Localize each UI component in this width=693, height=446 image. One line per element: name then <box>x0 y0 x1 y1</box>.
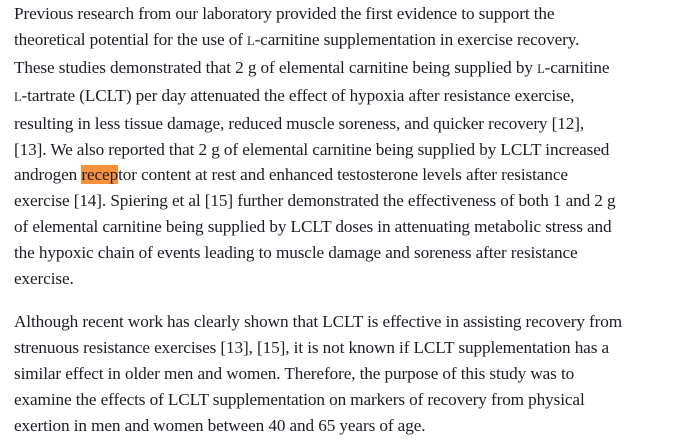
text-line: androgen receptor content at rest and en… <box>14 162 684 188</box>
small-caps-prefix: l <box>14 89 22 104</box>
text-line: examine the effects of LCLT supplementat… <box>14 389 585 409</box>
text-line: strenuous resistance exercises [13], [15… <box>14 337 610 357</box>
text-line: similar effect in older men and women. T… <box>14 363 575 383</box>
text-line: exercise. <box>14 269 74 289</box>
text-line: theoretical potential for the use of l-c… <box>14 27 684 55</box>
text-segment: These studies demonstrated that 2 g of e… <box>14 57 538 77</box>
text-line: resulting in less tissue damage, reduced… <box>14 113 585 133</box>
text-line: of elemental carnitine being supplied by… <box>14 217 612 237</box>
document-body: Previous research from our laboratory pr… <box>14 1 684 439</box>
text-segment: -carnitine supplementation in exercise r… <box>254 29 580 49</box>
text-segment: theoretical potential for the use of <box>14 29 248 49</box>
text-segment: -tartrate (LCLT) per day attenuated the … <box>21 85 575 105</box>
text-line: [13]. We also reported that 2 g of eleme… <box>14 139 610 159</box>
text-line: l-tartrate (LCLT) per day attenuated the… <box>14 83 684 111</box>
paragraph-2: Although recent work has clearly shown t… <box>14 309 684 439</box>
text-line: Although recent work has clearly shown t… <box>14 311 623 331</box>
text-line: the hypoxic chain of events leading to m… <box>14 243 578 263</box>
paragraph-1: Previous research from our laboratory pr… <box>14 1 684 292</box>
text-line: exertion in men and women between 40 and… <box>14 415 426 435</box>
text-line: exercise [14]. Spiering et al [15] furth… <box>14 191 616 211</box>
small-caps-prefix: l <box>247 33 255 48</box>
text-segment: -carnitine <box>544 57 610 77</box>
search-highlight: recep <box>81 165 119 185</box>
text-line: These studies demonstrated that 2 g of e… <box>14 55 684 83</box>
text-line: Previous research from our laboratory pr… <box>14 4 555 23</box>
small-caps-prefix: l <box>537 61 545 76</box>
text-segment: androgen <box>14 165 82 185</box>
text-segment: tor content at rest and enhanced testost… <box>118 165 568 185</box>
